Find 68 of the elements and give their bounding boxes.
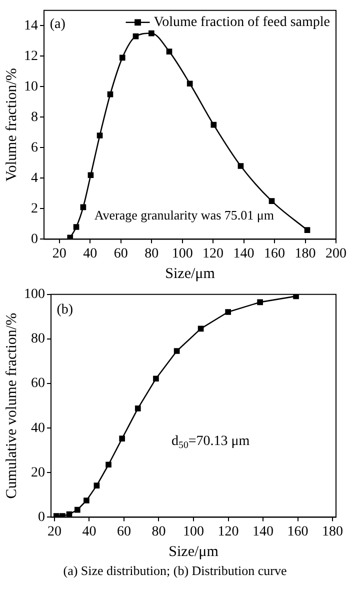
x-tick-label: 20 [47,524,62,540]
x-tick-label: 60 [114,246,128,262]
point [198,326,204,332]
y-tick-label: 80 [31,332,45,347]
point [107,91,114,98]
y-tick-label: 12 [24,48,38,64]
y-tick-label: 10 [24,79,38,94]
x-tick-label: 160 [287,524,308,540]
point [96,132,103,138]
x-tick-label: 120 [218,524,239,540]
point [268,198,275,204]
x-tick-label: 20 [52,246,66,262]
y-axis-title: Volume fraction/% [4,68,20,182]
point [88,172,94,178]
point [80,204,86,210]
x-tick-label: 140 [252,524,274,540]
point [84,498,90,504]
x-tick-label: 200 [326,246,346,262]
y-tick-label: 14 [24,18,38,34]
x-tick-label: 80 [152,524,166,540]
point [94,482,100,488]
point [106,462,112,468]
x-tick-label: 80 [144,246,159,262]
point [134,406,141,412]
annotation: Average granularity was 75.01 μm [94,208,274,223]
x-tick-label: 40 [82,524,96,540]
text: (a) Size distribution; (b) Distribution curve [62,563,288,579]
y-tick-label: 2 [31,201,38,216]
x-tick-label: 180 [322,524,344,540]
annotation: (b) [56,302,74,318]
x-tick-label: 100 [183,524,204,540]
x-tick-label: 40 [83,246,98,262]
point [257,299,263,306]
point [148,30,154,36]
point [225,309,231,315]
point [73,224,80,230]
point [153,376,159,382]
y-tick-label: 0 [31,232,38,247]
point [74,506,80,513]
annotation: (a) [50,16,66,32]
y-tick-label: 60 [31,376,45,392]
y-tick-label: 8 [31,110,38,125]
point [186,80,193,87]
point [132,33,139,40]
point [238,163,244,169]
y-tick-label: 20 [31,465,45,480]
x-tick-label: 120 [202,246,224,262]
x-tick-label: 160 [264,246,286,262]
point [304,227,310,233]
y-axis-title: Cumulative volume fraction/% [4,312,20,499]
point [210,122,217,128]
legend-label: Volume fraction of feed sample [154,15,330,30]
x-axis-title: Size/μm [165,266,216,282]
point [293,294,299,300]
point [119,54,126,61]
x-axis-title: Size/μm [168,544,219,560]
x-tick-label: 180 [294,246,316,262]
point [174,348,180,354]
x-tick-label: 100 [172,246,193,262]
y-tick-label: 0 [38,510,45,525]
x-tick-label: 60 [116,524,131,540]
y-tick-label: 6 [31,140,38,156]
point [119,436,125,442]
y-tick-label: 40 [31,420,45,436]
point [166,48,172,54]
x-tick-label: 140 [233,246,254,262]
y-tick-label: 100 [24,287,45,302]
y-tick-label: 4 [31,170,38,186]
